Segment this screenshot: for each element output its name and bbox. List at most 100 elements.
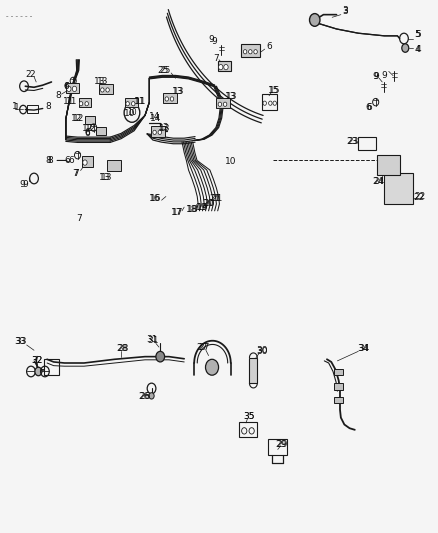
Text: 6: 6 (65, 156, 71, 165)
Text: 35: 35 (243, 411, 254, 421)
Text: 23: 23 (347, 138, 359, 147)
Text: 12: 12 (73, 114, 85, 123)
Text: 25: 25 (158, 66, 169, 75)
Text: 29: 29 (276, 440, 288, 449)
Text: - - - - - -: - - - - - - (6, 13, 32, 19)
Circle shape (223, 102, 227, 107)
Text: 3: 3 (343, 7, 348, 17)
Text: 9: 9 (374, 72, 379, 81)
Circle shape (224, 64, 228, 70)
Bar (334, 369, 343, 375)
Bar (377, 155, 400, 175)
Text: 24: 24 (372, 177, 384, 186)
Text: 26: 26 (139, 392, 151, 401)
Bar (85, 116, 95, 124)
Text: 12: 12 (71, 114, 82, 123)
Bar (216, 98, 230, 109)
Text: 5: 5 (414, 30, 420, 39)
Text: 12: 12 (82, 124, 93, 133)
Text: 30: 30 (256, 347, 268, 356)
Text: 15: 15 (269, 86, 280, 95)
Text: 21: 21 (210, 194, 221, 203)
Text: 5: 5 (416, 30, 421, 39)
Text: 20: 20 (202, 199, 214, 208)
Circle shape (219, 64, 223, 70)
Text: 6: 6 (266, 42, 272, 51)
Bar (268, 439, 287, 455)
Text: 6: 6 (63, 82, 69, 91)
Text: 2: 2 (25, 70, 31, 79)
Text: 28: 28 (117, 344, 128, 353)
Text: 34: 34 (358, 344, 369, 353)
Bar (239, 422, 257, 437)
Circle shape (249, 50, 252, 54)
Text: 16: 16 (150, 194, 162, 203)
Text: 19: 19 (196, 203, 207, 212)
Text: 8: 8 (46, 102, 51, 111)
Text: 21: 21 (211, 194, 223, 203)
Text: 24: 24 (374, 177, 385, 186)
Text: 10: 10 (226, 157, 237, 166)
Text: 22: 22 (414, 192, 426, 201)
Circle shape (170, 97, 174, 101)
Circle shape (85, 102, 88, 106)
Text: 6: 6 (85, 128, 90, 138)
Text: 9: 9 (372, 72, 378, 81)
Text: 11: 11 (63, 96, 74, 106)
Circle shape (165, 97, 169, 101)
Bar (241, 44, 260, 57)
Bar (99, 84, 113, 94)
Text: 14: 14 (149, 112, 160, 122)
Text: 13: 13 (159, 124, 170, 133)
Text: 6: 6 (366, 103, 372, 112)
Bar (334, 383, 343, 390)
Text: 32: 32 (32, 357, 43, 366)
Text: 9: 9 (381, 71, 387, 80)
Circle shape (79, 102, 83, 106)
Bar (96, 126, 106, 135)
Text: 13: 13 (94, 77, 105, 86)
Circle shape (35, 367, 42, 376)
Text: 19: 19 (197, 203, 208, 212)
Text: 1: 1 (14, 103, 20, 112)
Text: 17: 17 (172, 208, 184, 217)
Text: 13: 13 (158, 123, 169, 132)
Text: 9: 9 (19, 180, 25, 189)
Circle shape (156, 351, 165, 362)
Text: 13: 13 (99, 173, 111, 182)
Text: 12: 12 (85, 124, 96, 133)
Bar (358, 136, 376, 150)
Text: 13: 13 (226, 92, 237, 101)
Bar (261, 94, 277, 110)
Bar (125, 98, 138, 108)
Circle shape (67, 86, 71, 92)
Bar (79, 98, 91, 108)
Bar (66, 83, 79, 93)
Bar (107, 160, 120, 171)
Bar (218, 61, 231, 71)
Circle shape (126, 102, 129, 106)
Text: 31: 31 (147, 336, 159, 345)
Circle shape (72, 86, 77, 92)
Text: 34: 34 (357, 344, 368, 353)
Text: 27: 27 (197, 343, 208, 352)
Circle shape (158, 130, 162, 134)
Text: 6: 6 (64, 82, 70, 91)
Circle shape (244, 50, 247, 54)
Text: 11: 11 (66, 96, 78, 106)
Text: 6: 6 (85, 130, 90, 139)
Text: 13: 13 (226, 92, 238, 101)
Bar (334, 397, 343, 403)
Text: - - - - - -: - - - - - - (6, 13, 32, 19)
Text: 1: 1 (11, 102, 18, 111)
Text: 25: 25 (159, 66, 170, 75)
Text: 7: 7 (213, 54, 219, 63)
Circle shape (205, 359, 219, 375)
Text: 11: 11 (134, 96, 145, 106)
Text: 10: 10 (127, 108, 137, 117)
Text: 14: 14 (150, 114, 162, 123)
Text: 8: 8 (55, 91, 61, 100)
Text: 16: 16 (149, 194, 160, 203)
Text: 6: 6 (365, 103, 371, 112)
Bar (82, 156, 93, 167)
